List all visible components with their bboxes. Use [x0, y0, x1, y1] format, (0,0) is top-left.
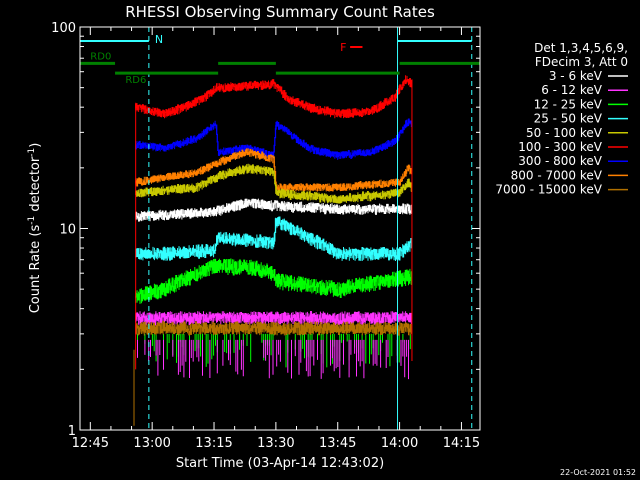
footer-date: 22-Oct-2021 01:52: [560, 468, 636, 477]
x-tick-label: 13:30: [257, 436, 294, 451]
legend-header-line-2: FDecim 3, Att 0: [535, 55, 628, 69]
series-dropouts-6-12-kev: [137, 339, 409, 380]
axis-layer: 1 10 100 12:45 13:00 13:15 13:30 13:45 14:00 14:1…: [51, 21, 480, 451]
annotation-layer: N F RD0 RD6: [80, 27, 480, 430]
data-layer: [133, 75, 413, 426]
x-tick-label: 13:00: [133, 436, 170, 451]
chart-title: RHESSI Observing Summary Count Rates: [125, 3, 435, 21]
legend-label-25-50-kev: 25 - 50 keV: [534, 112, 603, 126]
x-tick-label: 14:00: [381, 436, 418, 451]
y-tick-label: 1: [68, 424, 76, 439]
legend-header-line-1: Det 1,3,4,5,6,9,: [534, 41, 628, 55]
y-tick-label: 100: [51, 21, 76, 36]
decimation-label-1: RD0: [90, 51, 111, 62]
flare-label: F: [340, 41, 346, 54]
y-axis-label: Count Rate (s-1 detector-1): [27, 143, 43, 314]
x-axis-label: Start Time (03-Apr-14 12:43:02): [176, 456, 384, 471]
y-tick-label: 10: [59, 223, 76, 238]
x-tick-label: 13:15: [195, 436, 232, 451]
legend-label-6-12-kev: 6 - 12 keV: [541, 83, 603, 97]
legend-label-7000-15000-kev: 7000 - 15000 keV: [495, 183, 602, 197]
legend-label-12-25-kev: 12 - 25 keV: [534, 97, 603, 111]
legend: Det 1,3,4,5,6,9, FDecim 3, Att 0 3 - 6 k…: [495, 41, 628, 197]
x-tick-label: 12:45: [72, 436, 109, 451]
series-band-100-300-kev: [135, 75, 412, 119]
night-label: N: [155, 33, 163, 46]
legend-label-3-6-kev: 3 - 6 keV: [549, 69, 603, 83]
x-tick-label: 14:15: [443, 436, 480, 451]
decimation-label-2: RD6: [125, 75, 146, 86]
legend-label-800-7000-kev: 800 - 7000 keV: [511, 168, 603, 182]
x-tick-label: 13:45: [319, 436, 356, 451]
legend-label-50-100-kev: 50 - 100 keV: [526, 126, 603, 140]
legend-label-300-800-kev: 300 - 800 keV: [518, 154, 602, 168]
legend-label-100-300-kev: 100 - 300 keV: [518, 140, 602, 154]
